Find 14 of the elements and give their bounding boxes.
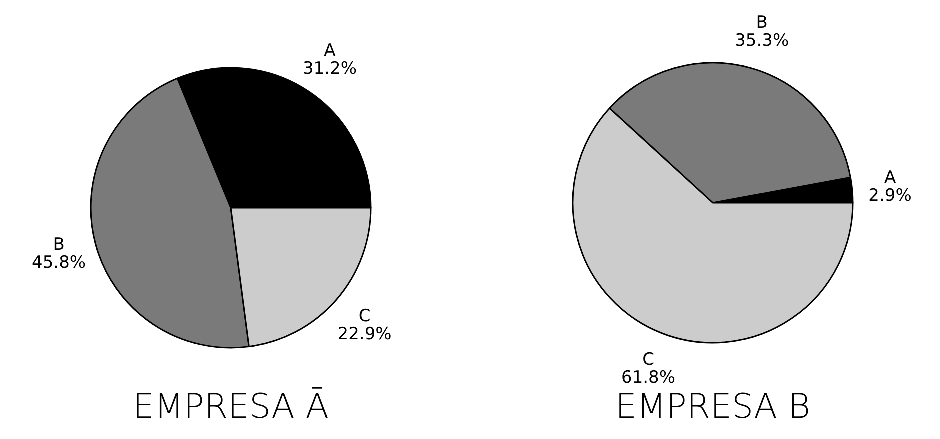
slice-label: B (53, 234, 65, 255)
slice-label: C (358, 306, 371, 326)
data-label: 35.3% (735, 30, 790, 51)
data-label: 61.8% (622, 368, 676, 388)
data-label: 31.2% (302, 59, 357, 80)
data-label: 2.9% (868, 186, 912, 206)
slice-label: B (756, 12, 768, 33)
slice-label: A (324, 41, 336, 62)
slice-label: C (642, 350, 654, 370)
text: EMPRESA B (616, 387, 810, 427)
data-label: 45.8% (32, 252, 86, 273)
slice-label: A (884, 168, 896, 188)
text: EMPRESA Ā (133, 387, 329, 427)
data-label: 22.9% (338, 324, 392, 344)
